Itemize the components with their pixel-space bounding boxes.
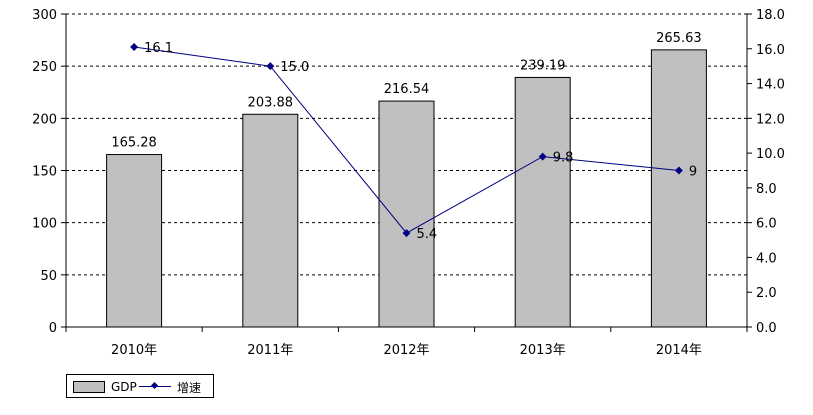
- y-right-tick-label: 12.0: [756, 112, 785, 127]
- y-left-tick-label: 250: [32, 60, 57, 75]
- y-right-tick-label: 14.0: [756, 78, 785, 93]
- bar-value-label: 216.54: [384, 82, 430, 97]
- growth-value-label: 9: [689, 165, 697, 180]
- x-tick-label: 2010年: [111, 343, 157, 358]
- growth-marker: [674, 166, 683, 175]
- bar-gdp: [514, 76, 571, 328]
- y-right-tick-label: 16.0: [756, 43, 785, 58]
- x-tick-label: 2014年: [656, 343, 702, 358]
- growth-marker: [266, 62, 275, 71]
- bar-gdp: [242, 113, 299, 328]
- y-right-tick-label: 2.0: [756, 286, 777, 301]
- y-left-tick-label: 50: [40, 269, 57, 284]
- growth-value-label: 15.0: [280, 60, 309, 75]
- bar-gdp: [378, 100, 435, 328]
- growth-value-label: 9.8: [553, 151, 574, 166]
- y-right-tick-label: 4.0: [756, 251, 777, 266]
- growth-marker: [538, 152, 547, 161]
- y-left-tick-label: 0: [49, 321, 57, 336]
- y-left-tick-label: 300: [32, 8, 57, 23]
- bar-value-label: 203.88: [248, 95, 294, 110]
- y-right-tick-label: 18.0: [756, 8, 785, 23]
- legend-swatch-growth-line: [139, 382, 171, 392]
- y-right-tick-label: 8.0: [756, 182, 777, 197]
- y-left-tick-label: 100: [32, 217, 57, 232]
- growth-marker: [402, 229, 411, 238]
- y-right-tick-label: 0.0: [756, 321, 777, 336]
- bar-value-label: 165.28: [111, 136, 157, 151]
- y-right-tick-label: 6.0: [756, 217, 777, 232]
- legend-label-growth: 增速: [177, 380, 202, 395]
- legend-label-gdp: GDP: [111, 380, 137, 394]
- y-right-tick-label: 10.0: [756, 147, 785, 162]
- bar-gdp: [650, 49, 707, 328]
- growth-value-label: 16.1: [144, 41, 173, 56]
- x-tick-label: 2012年: [383, 343, 429, 358]
- bar-gdp: [106, 154, 163, 328]
- legend-swatch-gdp-bar: [73, 381, 105, 393]
- legend-item-growth: 增速: [139, 379, 201, 395]
- x-tick-label: 2013年: [520, 343, 566, 358]
- legend-item-gdp: GDP: [73, 379, 137, 395]
- y-left-tick-label: 150: [32, 165, 57, 180]
- bar-value-label: 265.63: [656, 31, 702, 46]
- legend: GDP 增速: [66, 374, 214, 398]
- bar-value-label: 239.19: [520, 58, 566, 73]
- growth-value-label: 5.4: [417, 227, 438, 242]
- growth-marker: [130, 43, 139, 52]
- x-tick-label: 2011年: [247, 343, 293, 358]
- y-left-tick-label: 200: [32, 112, 57, 127]
